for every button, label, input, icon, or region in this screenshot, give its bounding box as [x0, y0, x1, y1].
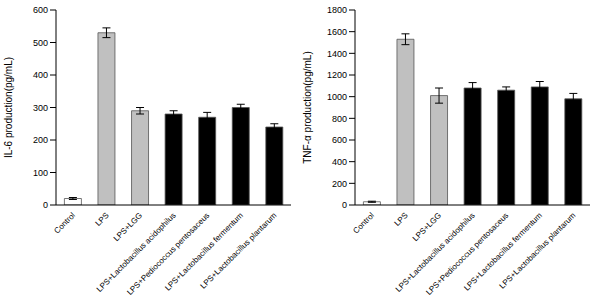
svg-text:LPS+Lactobacillus acidophilus: LPS+Lactobacillus acidophilus [94, 210, 178, 294]
svg-text:400: 400 [33, 70, 48, 80]
svg-text:Control: Control [351, 211, 376, 236]
svg-text:1600: 1600 [327, 27, 347, 37]
svg-text:LPS+Lactobacillus acidophilus: LPS+Lactobacillus acidophilus [393, 210, 477, 294]
svg-text:200: 200 [332, 179, 347, 189]
svg-text:0: 0 [342, 200, 347, 210]
svg-text:LPS+Lactobacillus fermentum: LPS+Lactobacillus fermentum [462, 210, 544, 293]
svg-text:500: 500 [33, 38, 48, 48]
svg-text:LPS+Pediococcus pentosaceus: LPS+Pediococcus pentosaceus [125, 210, 212, 297]
svg-text:Control: Control [52, 211, 77, 236]
svg-text:1400: 1400 [327, 49, 347, 59]
svg-text:600: 600 [332, 135, 347, 145]
svg-text:1800: 1800 [327, 5, 347, 15]
svg-text:800: 800 [332, 114, 347, 124]
svg-text:LPS+Lactobacillus fermentum: LPS+Lactobacillus fermentum [163, 210, 245, 293]
svg-text:LPS+LGG: LPS+LGG [411, 211, 443, 243]
svg-text:TNF-α production(pg/mL): TNF-α production(pg/mL) [302, 51, 313, 163]
svg-text:600: 600 [33, 5, 48, 15]
svg-text:LPS+Lactobacillus plantarum: LPS+Lactobacillus plantarum [498, 211, 578, 291]
svg-text:200: 200 [33, 135, 48, 145]
svg-text:LPS+LGG: LPS+LGG [112, 211, 144, 243]
svg-text:100: 100 [33, 168, 48, 178]
svg-text:1200: 1200 [327, 70, 347, 80]
svg-text:LPS+Pediococcus pentosaceus: LPS+Pediococcus pentosaceus [424, 210, 511, 297]
svg-text:1000: 1000 [327, 92, 347, 102]
svg-text:LPS: LPS [94, 211, 111, 228]
svg-text:300: 300 [33, 103, 48, 113]
svg-text:IL-6 production(pg/mL): IL-6 production(pg/mL) [8, 57, 14, 158]
svg-text:0: 0 [43, 200, 48, 210]
svg-text:400: 400 [332, 157, 347, 167]
svg-text:LPS+Lactobacillus plantarum: LPS+Lactobacillus plantarum [199, 211, 279, 291]
svg-text:LPS: LPS [393, 211, 410, 228]
